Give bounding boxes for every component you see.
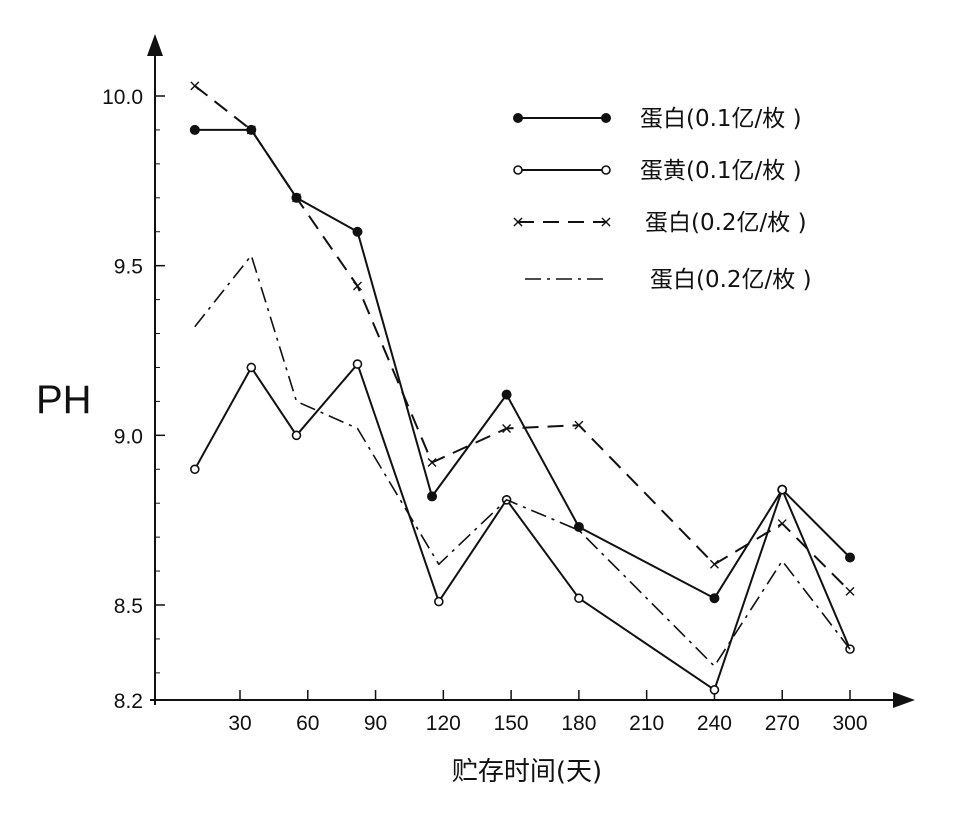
series-3-point (291, 193, 301, 203)
series-2 (190, 359, 855, 695)
series-2-point (190, 464, 200, 475)
x-marker-stroke (513, 217, 523, 227)
series-3-line (194, 85, 851, 593)
series-2-point (352, 359, 363, 369)
y-axis-ticks: 10.0 9.5 9.0 8.5 8.2 (102, 86, 165, 713)
series-3-point (190, 81, 200, 91)
series-1-point (573, 521, 584, 532)
x-tick-label: 120 (426, 712, 461, 735)
x-marker-stroke (190, 81, 200, 91)
x-tick-label: 90 (364, 712, 387, 735)
x-marker-stroke (574, 420, 584, 430)
y-axis-title: PH (36, 378, 92, 422)
series-3-point (709, 559, 719, 569)
series-2-point (434, 596, 444, 607)
x-marker-stroke (777, 519, 787, 529)
x-tick-label: 150 (494, 712, 529, 735)
x-tick-label: 60 (296, 712, 319, 735)
series-3-point (427, 457, 437, 467)
x-marker-stroke (352, 281, 362, 291)
series-4 (194, 254, 851, 667)
series-1-point (709, 593, 720, 604)
legend-marker-3 (513, 217, 523, 227)
series-2-point (291, 430, 302, 441)
series-3-point (777, 519, 787, 529)
series-4-line (194, 254, 851, 667)
series-1-point (189, 124, 200, 135)
series-3-point (246, 125, 256, 135)
x-axis-title: 贮存时间(天) (452, 757, 602, 787)
x-marker-stroke (291, 193, 301, 203)
legend-marker-3 (601, 217, 611, 227)
series-3-point (352, 281, 362, 291)
x-tick-label: 180 (561, 712, 596, 735)
series-2-point (777, 484, 788, 495)
series-3-point (502, 424, 512, 434)
x-marker-stroke (601, 217, 611, 227)
series-1-point (845, 552, 855, 563)
legend-label-2: 蛋黄(0.1亿/枚 ) (640, 158, 802, 184)
x-marker-stroke (845, 586, 855, 596)
x-tick-label: 210 (629, 712, 664, 735)
legend-label-4: 蛋白(0.2亿/枚 ) (650, 267, 812, 293)
legend-label-3: 蛋白(0.2亿/枚 ) (645, 210, 807, 236)
series-2-point (246, 362, 257, 373)
y-tick-label: 8.2 (114, 690, 143, 713)
y-tick-label: 9.0 (114, 425, 143, 448)
x-axis-arrow (893, 692, 915, 708)
series-3 (190, 81, 855, 596)
y-tick-label: 10.0 (102, 86, 143, 109)
x-axis-ticks: 30 60 90 120 150 180 210 240 270 300 (228, 690, 868, 735)
legend-marker-2 (513, 165, 523, 175)
legend-marker-1 (513, 113, 523, 123)
x-tick-label: 30 (228, 712, 251, 735)
series-3-point (574, 420, 584, 430)
series-group (189, 81, 855, 695)
x-tick-label: 240 (697, 712, 732, 735)
legend-marker-2 (601, 165, 611, 175)
x-marker-stroke (427, 457, 437, 467)
y-axis-arrow (147, 34, 163, 56)
series-2-line (193, 363, 851, 691)
axes (147, 34, 915, 708)
series-1-point (427, 491, 438, 502)
legend-label-1: 蛋白(0.1亿/枚 ) (640, 106, 802, 132)
series-3-point (845, 586, 855, 596)
series-2-point (574, 593, 584, 604)
series-1-point (352, 226, 363, 237)
series-1 (189, 124, 855, 604)
legend: 蛋白(0.1亿/枚 ) 蛋黄(0.1亿/枚 ) 蛋白(0.2亿/枚 ) 蛋白(0.2亿… (513, 106, 812, 293)
y-tick-label: 9.5 (114, 256, 143, 279)
legend-marker-1 (601, 113, 611, 123)
x-marker-stroke (246, 125, 256, 135)
x-marker-stroke (709, 559, 719, 569)
x-tick-label: 270 (765, 712, 800, 735)
x-tick-label: 300 (832, 712, 867, 735)
y-tick-label: 8.5 (114, 595, 143, 618)
x-marker-stroke (502, 424, 512, 434)
series-1-point (501, 389, 512, 400)
series-2-point (709, 685, 720, 695)
